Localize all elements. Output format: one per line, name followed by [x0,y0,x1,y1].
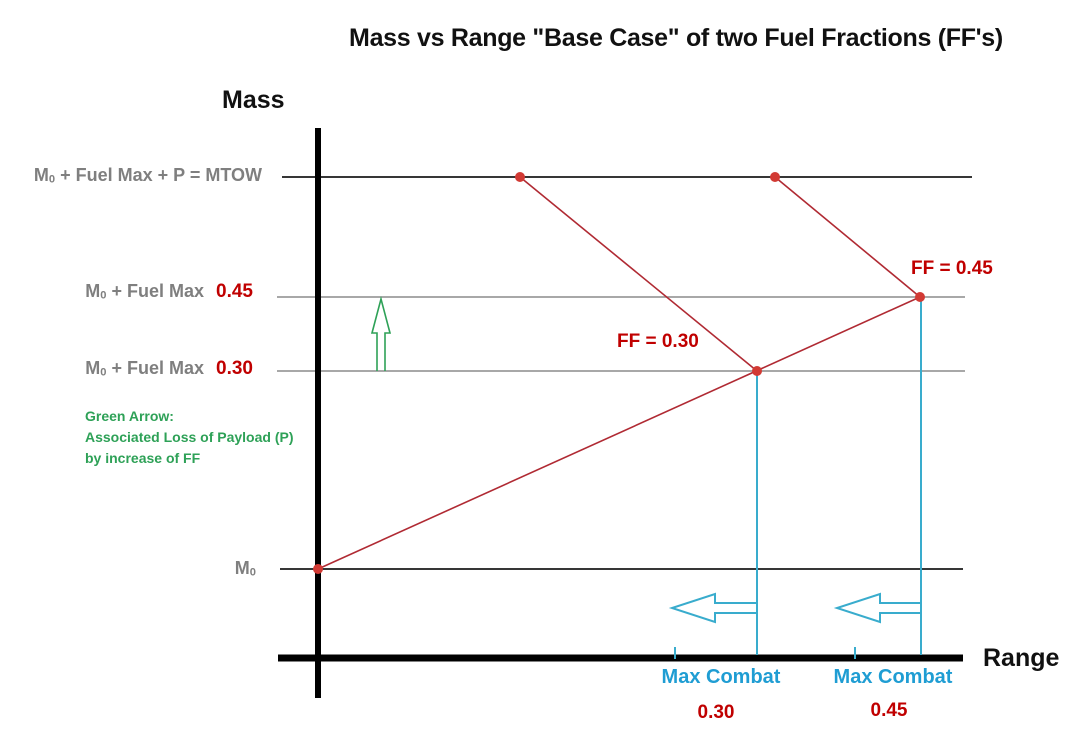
green-note-line3: by increase of FF [85,450,201,466]
dot-fuelmax-045 [915,292,925,302]
dot-m0 [313,564,323,574]
red-mass-growth-line [317,296,921,570]
y-level-label-mtow: M0 + Fuel Max + P = MTOW [33,165,262,186]
y-level-label-fuelmax-045: M0 + Fuel Max 0.45 [85,281,253,302]
green-note-line2: Associated Loss of Payload (P) [85,429,294,445]
y-level-label-fuelmax-030: M0 + Fuel Max 0.30 [85,358,253,379]
x-axis-label: Range [983,644,1060,672]
cyan-range-reduction-arrow-045 [833,592,921,624]
ff-value-045: 0.45 [216,281,253,302]
green-payload-loss-arrow [370,295,392,371]
chart-title: Mass vs Range "Base Case" of two Fuel Fr… [349,24,1003,52]
y-level-label-m0: M0 [234,558,256,579]
x-marker-value-030: 0.30 [697,702,735,723]
y-axis-label: Mass [222,86,285,114]
green-arrow-note: Green Arrow: Associated Loss of Payload … [85,406,365,469]
x-marker-max-combat-030: Max Combat [661,666,781,688]
ff-value-030: 0.30 [216,358,253,379]
dot-fuelmax-030 [752,366,762,376]
annotation-ff-045: FF = 0.45 [911,258,993,279]
dot-mtow-030 [515,172,525,182]
red-descent-ff-045 [774,176,921,298]
red-descent-ff-030 [519,176,758,372]
green-note-line1: Green Arrow: [85,408,174,424]
annotation-ff-030: FF = 0.30 [617,331,699,352]
dot-mtow-045 [770,172,780,182]
cyan-range-reduction-arrow-030 [668,592,757,624]
x-marker-max-combat-045: Max Combat [833,666,953,688]
x-marker-value-045: 0.45 [870,700,908,721]
